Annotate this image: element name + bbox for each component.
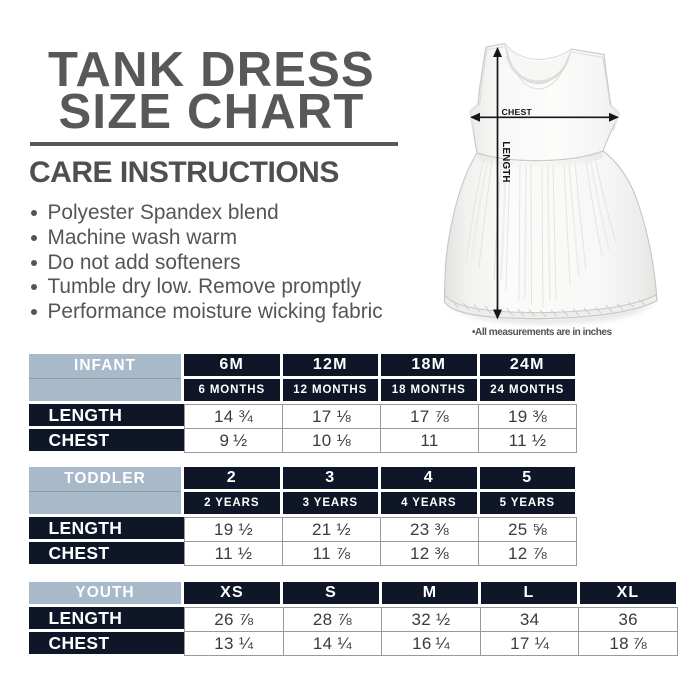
svg-text:CHEST: CHEST: [502, 107, 533, 117]
svg-text:LENGTH: LENGTH: [500, 141, 511, 182]
